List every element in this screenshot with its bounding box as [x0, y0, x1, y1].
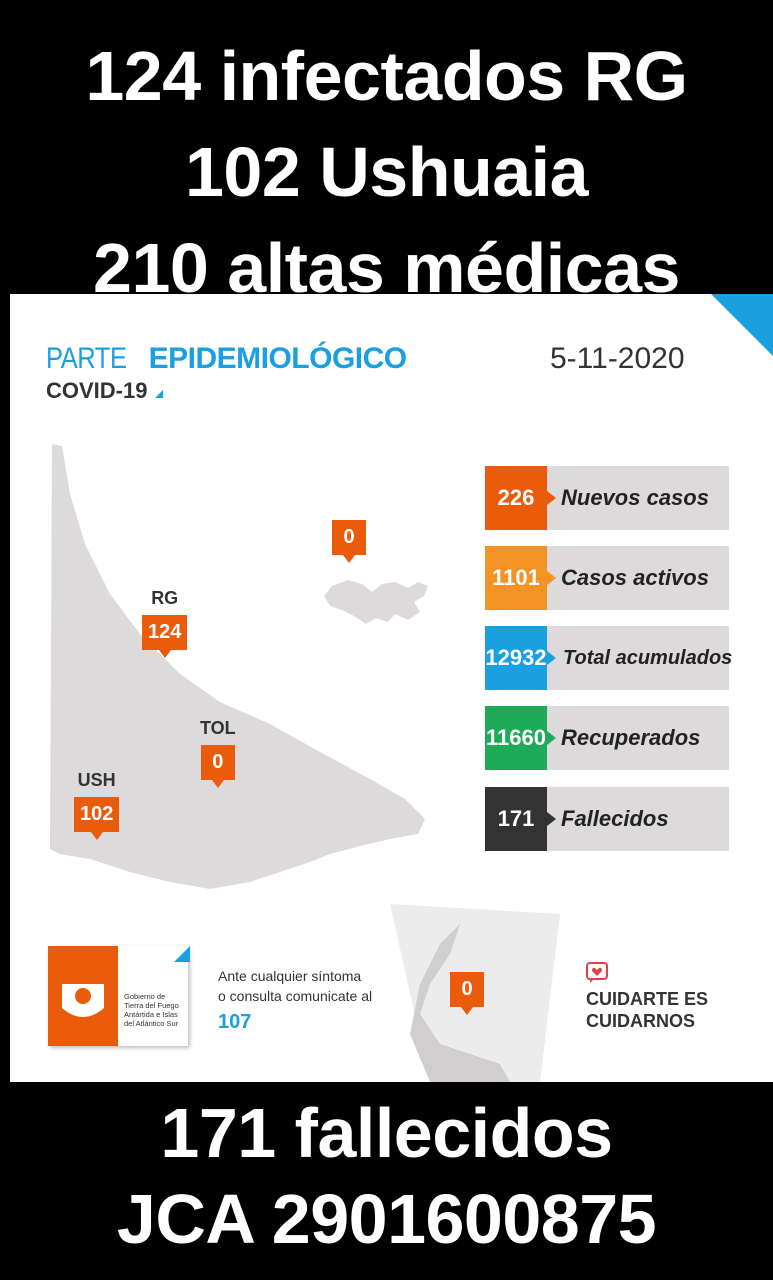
contact-info: Ante cualquier síntoma o consulta comuni…: [218, 966, 372, 1032]
contact-phone: 107: [218, 1011, 252, 1033]
malvinas-shape: [324, 580, 428, 624]
bottom-headline: 171 fallecidos JCA 2901600875: [0, 1090, 773, 1262]
contact-line: Ante cualquier síntoma: [218, 968, 362, 984]
stat-label: Casos activos: [561, 565, 709, 590]
stat-value: 11660: [485, 706, 556, 770]
headline-line: JCA 2901600875: [116, 1180, 657, 1258]
stat-label: Nuevos casos: [561, 485, 709, 510]
report-card: PARTE EPIDEMIOLÓGICO COVID-19 5-11-2020 …: [10, 294, 773, 1082]
antartida-peninsula: [410, 924, 510, 1082]
marker-value: 124: [142, 615, 188, 658]
stat-casos-activos: 1101 Casos activos: [485, 546, 729, 610]
stat-value: 171: [485, 787, 556, 851]
report-date: 5-11-2020: [550, 342, 685, 375]
logo-corner-accent: [174, 946, 190, 962]
logo-line: del Atlántico Sur: [124, 1019, 179, 1028]
top-headline: 124 infectados RG 102 Ushuaia 210 altas …: [0, 28, 773, 316]
marker-value: 102: [74, 797, 120, 840]
stat-nuevos-casos: 226 Nuevos casos: [485, 466, 729, 530]
slogan-line: CUIDARTE ES: [586, 989, 709, 1009]
logo-line: Antártida e Islas: [124, 1010, 178, 1019]
marker-ush: USH 102: [74, 770, 120, 840]
marker-label: USH: [77, 770, 116, 790]
stat-value: 1101: [485, 546, 556, 610]
headline-line: 124 infectados RG: [85, 37, 688, 115]
logo-block: [48, 946, 118, 1046]
stat-label: Recuperados: [561, 725, 701, 750]
subtitle-text: COVID-19: [46, 378, 148, 403]
stat-label: Total acumulados: [563, 647, 733, 669]
stat-recuperados: 11660 Recuperados: [485, 706, 729, 770]
logo-line: Tierra del Fuego: [124, 1001, 179, 1010]
province-map: [50, 444, 428, 889]
marker-rg: RG 124: [142, 588, 188, 658]
contact-line: o consulta comunicate al: [218, 988, 373, 1004]
government-logo: Gobierno de Tierra del Fuego Antártida e…: [48, 946, 188, 1046]
stat-value: 226: [485, 466, 556, 530]
marker-value: 0: [200, 745, 235, 788]
headline-line: 102 Ushuaia: [184, 133, 589, 211]
corner-accent: [711, 294, 773, 356]
title-light: PARTE: [46, 342, 134, 375]
heart-icon: [586, 962, 608, 983]
marker-antartida: 0: [450, 972, 484, 1015]
logo-line: Gobierno de: [124, 992, 166, 1001]
marker-value: 0: [332, 520, 366, 563]
stat-label: Fallecidos: [561, 806, 669, 831]
slogan: CUIDARTE ES CUIDARNOS: [586, 988, 708, 1032]
headline-line: 171 fallecidos: [160, 1094, 613, 1172]
title-bold: EPIDEMIOLÓGICO: [148, 342, 408, 375]
marker-label: RG: [151, 588, 179, 608]
marker-tol: TOL 0: [200, 718, 236, 788]
logo-text: Gobierno de Tierra del Fuego Antártida e…: [124, 992, 179, 1028]
report-subtitle: COVID-19: [46, 378, 164, 404]
stat-total-acumulados: 12932 Total acumulados: [485, 626, 733, 690]
shield-icon: [62, 984, 104, 1017]
marker-label: TOL: [200, 718, 236, 738]
slogan-line: CUIDARNOS: [586, 1011, 696, 1031]
isla-grande-shape: [50, 444, 425, 889]
marker-malvinas: 0: [332, 520, 366, 563]
stat-fallecidos: 171 Fallecidos: [485, 787, 729, 851]
triangle-icon: [155, 390, 164, 398]
report-title: PARTE EPIDEMIOLÓGICO: [46, 342, 407, 376]
marker-value: 0: [450, 972, 484, 1015]
stat-value: 12932: [485, 626, 556, 690]
